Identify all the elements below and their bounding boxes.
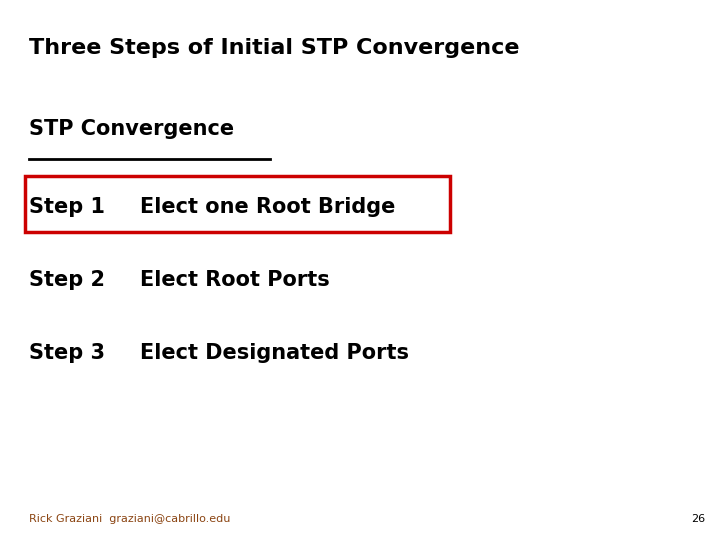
Text: Three Steps of Initial STP Convergence: Three Steps of Initial STP Convergence (29, 38, 519, 58)
Text: Rick Graziani  graziani@cabrillo.edu: Rick Graziani graziani@cabrillo.edu (29, 514, 230, 524)
Text: Step 2: Step 2 (29, 270, 105, 290)
Text: STP Convergence: STP Convergence (29, 119, 234, 139)
Text: Elect one Root Bridge: Elect one Root Bridge (140, 197, 396, 217)
Text: Step 1: Step 1 (29, 197, 105, 217)
Bar (25, 176, 450, 232)
Text: Step 3: Step 3 (29, 343, 105, 363)
Text: 26: 26 (691, 514, 706, 524)
Text: Elect Designated Ports: Elect Designated Ports (140, 343, 410, 363)
Text: Elect Root Ports: Elect Root Ports (140, 270, 330, 290)
